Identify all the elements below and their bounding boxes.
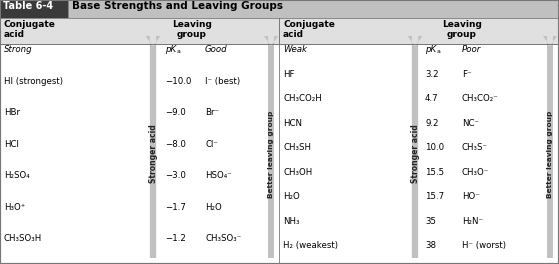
Text: 3.2: 3.2 (425, 70, 439, 79)
Text: a: a (177, 49, 181, 54)
Text: 10.0: 10.0 (425, 143, 444, 152)
Text: H₃O⁺: H₃O⁺ (4, 203, 25, 212)
Text: 15.5: 15.5 (425, 168, 444, 177)
Text: −1.2: −1.2 (165, 234, 186, 243)
Text: 15.7: 15.7 (425, 192, 444, 201)
Text: Stronger acid: Stronger acid (149, 125, 158, 183)
Text: Better leaving group: Better leaving group (268, 110, 274, 198)
Text: −9.0: −9.0 (165, 108, 186, 117)
Polygon shape (543, 36, 557, 258)
Text: −8.0: −8.0 (165, 140, 186, 149)
Text: H⁻ (worst): H⁻ (worst) (462, 241, 506, 250)
Text: Conjugate
acid: Conjugate acid (4, 20, 56, 39)
Text: Br⁻: Br⁻ (205, 108, 219, 117)
Text: CH₃SO₃⁻: CH₃SO₃⁻ (205, 234, 241, 243)
Text: Poor: Poor (462, 45, 481, 54)
Text: H₂N⁻: H₂N⁻ (462, 216, 483, 226)
Text: I⁻ (best): I⁻ (best) (205, 77, 240, 86)
Text: HBr: HBr (4, 108, 20, 117)
Text: Leaving
group: Leaving group (172, 20, 212, 39)
Text: CH₃SO₃H: CH₃SO₃H (4, 234, 42, 243)
Text: Better leaving group: Better leaving group (547, 110, 553, 198)
Text: HF: HF (283, 70, 295, 79)
Polygon shape (408, 36, 423, 258)
Text: 35: 35 (425, 216, 436, 226)
Text: −10.0: −10.0 (165, 77, 191, 86)
Text: F⁻: F⁻ (462, 70, 471, 79)
Text: H₂SO₄: H₂SO₄ (4, 171, 30, 180)
Text: CH₃S⁻: CH₃S⁻ (462, 143, 488, 152)
Text: −3.0: −3.0 (165, 171, 186, 180)
Text: Stronger acid: Stronger acid (410, 125, 419, 183)
Text: Strong: Strong (4, 45, 32, 54)
Text: CH₃CO₂⁻: CH₃CO₂⁻ (462, 95, 499, 103)
Text: 4.7: 4.7 (425, 95, 439, 103)
Text: CH₃SH: CH₃SH (283, 143, 311, 152)
Text: 38: 38 (425, 241, 436, 250)
Polygon shape (145, 36, 160, 258)
Text: H₂ (weakest): H₂ (weakest) (283, 241, 338, 250)
Text: Base Strengths and Leaving Groups: Base Strengths and Leaving Groups (72, 1, 283, 11)
Text: HI (strongest): HI (strongest) (4, 77, 63, 86)
Text: CH₃O⁻: CH₃O⁻ (462, 168, 489, 177)
Text: HO⁻: HO⁻ (462, 192, 480, 201)
Text: HSO₄⁻: HSO₄⁻ (205, 171, 232, 180)
Text: Cl⁻: Cl⁻ (205, 140, 218, 149)
Text: HCN: HCN (283, 119, 302, 128)
Text: H₂O: H₂O (205, 203, 222, 212)
Text: pK: pK (425, 45, 436, 54)
Bar (0, 18, 559, 44)
Text: Table 6-4: Table 6-4 (3, 1, 53, 11)
Text: 9.2: 9.2 (425, 119, 438, 128)
Text: HCl: HCl (4, 140, 19, 149)
Text: NC⁻: NC⁻ (462, 119, 479, 128)
Text: Leaving
group: Leaving group (442, 20, 482, 39)
Bar (68, 0, 559, 18)
Polygon shape (264, 36, 278, 258)
Text: Conjugate
acid: Conjugate acid (283, 20, 335, 39)
Text: CH₃CO₂H: CH₃CO₂H (283, 95, 322, 103)
Text: CH₃OH: CH₃OH (283, 168, 312, 177)
Text: −1.7: −1.7 (165, 203, 186, 212)
Text: pK: pK (165, 45, 176, 54)
Text: a: a (437, 49, 441, 54)
Text: Good: Good (205, 45, 228, 54)
Bar (0, 0, 68, 18)
Text: H₂O: H₂O (283, 192, 300, 201)
Text: NH₃: NH₃ (283, 216, 300, 226)
Text: Weak: Weak (283, 45, 307, 54)
